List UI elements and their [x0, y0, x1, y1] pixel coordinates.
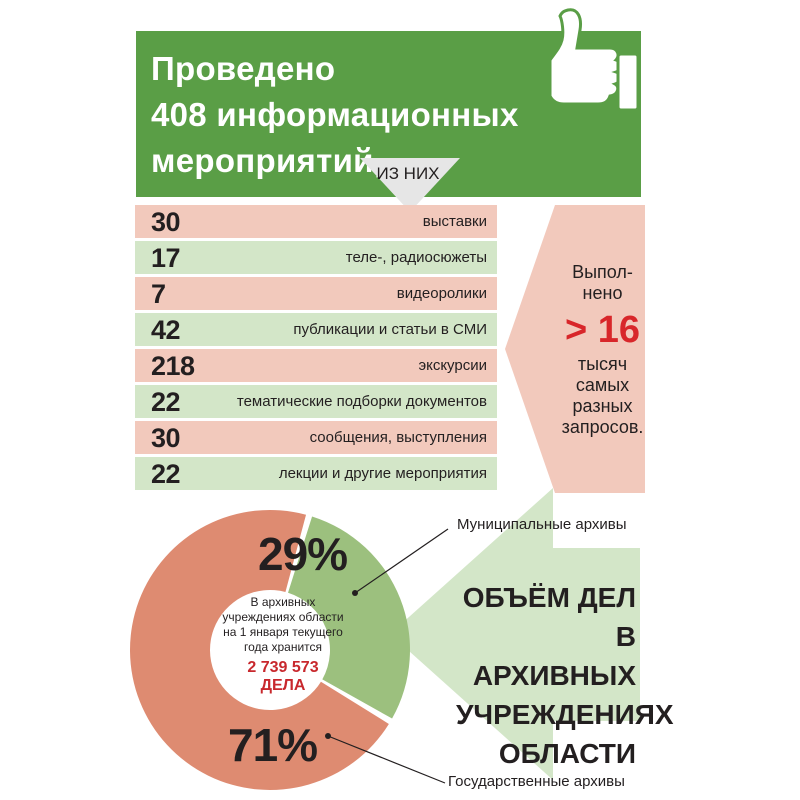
side-arrow-panel — [505, 205, 645, 493]
stat-label: выставки — [422, 213, 487, 230]
requests-text-4: самых — [575, 375, 630, 395]
leader-dot-municipal — [352, 590, 358, 596]
slice-label-state: 71% — [228, 719, 318, 771]
header-line-1: Проведено — [151, 50, 336, 87]
stats-list: 30 выставки 17 теле-, радиосюжеты 7 видеороли… — [135, 205, 497, 493]
stat-row: 42 публикации и статьи в СМИ — [135, 313, 497, 346]
arrow-down-shape — [360, 158, 460, 212]
stat-row: 218 экскурсии — [135, 349, 497, 382]
donut-center-text: В архивных учреждениях области на 1 янва… — [222, 595, 344, 695]
slice-municipal — [288, 516, 410, 719]
requests-text-6: запросов. — [561, 417, 644, 437]
stat-label: лекции и другие мероприятия — [278, 465, 487, 482]
stat-row: 30 выставки — [135, 205, 497, 238]
stat-value: 22 — [151, 459, 181, 489]
stat-value: 30 — [151, 423, 181, 453]
stat-label: теле-, радиосюжеты — [345, 249, 487, 266]
donut-hole — [212, 592, 328, 708]
stat-label: публикации и статьи в СМИ — [293, 321, 487, 338]
stat-value: 17 — [151, 243, 181, 273]
stat-value: 42 — [151, 315, 181, 345]
legend-municipal: Муниципальные архивы — [457, 516, 627, 533]
stat-label: видеоролики — [396, 285, 487, 302]
requests-text-3: тысяч — [577, 354, 628, 374]
stat-row: 22 лекции и другие мероприятия — [135, 457, 497, 490]
requests-text-2: нено — [582, 283, 623, 303]
stat-value: 22 — [151, 387, 181, 417]
stat-label: тематические подборки документов — [236, 393, 487, 410]
stat-label: экскурсии — [418, 357, 487, 374]
leader-line-state — [327, 735, 446, 784]
stat-row: 22 тематические подборки документов — [135, 385, 497, 418]
requests-text-5: разных — [572, 396, 633, 416]
stat-value: 218 — [151, 351, 195, 381]
donut-center-unit: ДЕЛА — [260, 677, 306, 694]
stat-row: 30 сообщения, выступления — [135, 421, 497, 454]
header-line-2: 408 информационных — [151, 96, 519, 133]
arrow-label: ИЗ НИХ — [376, 164, 440, 183]
slice-label-municipal: 29% — [258, 528, 348, 580]
requests-callout: Выпол- нено > 16 тысяч самых разных запр… — [555, 262, 650, 438]
slice-state — [129, 509, 389, 790]
donut-title: ОБЪЁМ ДЕЛ В АРХИВНЫХ УЧРЕЖДЕНИЯХ ОБЛАСТИ — [456, 582, 674, 769]
stat-row: 7 видеоролики — [135, 277, 497, 310]
requests-value: > 16 — [564, 309, 641, 351]
header-line-3: мероприятий, — [151, 142, 384, 179]
stat-row: 17 теле-, радиосюжеты — [135, 241, 497, 274]
leader-dot-state — [325, 733, 331, 739]
stat-label: сообщения, выступления — [309, 429, 487, 446]
legend-state: Государственные архивы — [448, 773, 625, 790]
stat-value: 7 — [151, 279, 166, 309]
requests-text-1: Выпол- — [572, 262, 633, 282]
leader-line-municipal — [354, 528, 449, 594]
donut-center-caption: В архивных учреждениях области на 1 янва… — [222, 595, 344, 654]
donut-center-value: 2 739 573 — [247, 659, 319, 676]
title-arrow-shape — [390, 488, 640, 780]
stat-value: 30 — [151, 207, 181, 237]
thumbs-up-icon — [548, 8, 640, 112]
